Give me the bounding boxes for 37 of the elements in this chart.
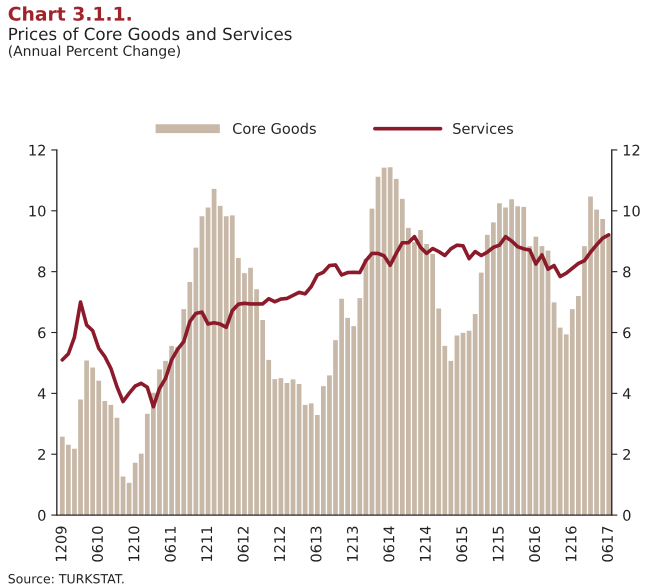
y-tick-label: 6 xyxy=(38,327,46,338)
y-tick-label: 10 xyxy=(29,206,46,217)
y-tick-label: 2 xyxy=(38,448,45,460)
x-tick-label: 1214 xyxy=(420,526,431,562)
y2-tick-label: 4 xyxy=(622,388,631,399)
y-tick-label: 8 xyxy=(38,266,46,278)
source-note: Source: TURKSTAT. xyxy=(8,574,124,584)
x-tick-label: 1216 xyxy=(566,526,577,562)
y2-tick-label: 10 xyxy=(624,206,640,217)
x-tick-label: 1209 xyxy=(56,526,67,562)
legend-label: Services xyxy=(453,122,513,134)
x-tick-label: 0617 xyxy=(602,526,613,562)
y2-tick-label: 2 xyxy=(623,448,630,460)
x-tick-label: 1212 xyxy=(274,526,285,562)
x-tick-label: 0616 xyxy=(529,526,540,562)
x-tick-label: 0612 xyxy=(238,526,249,562)
y-tick-label: 0 xyxy=(38,510,46,521)
x-tick-label: 1215 xyxy=(492,526,504,562)
x-tick-label: 0613 xyxy=(310,526,322,562)
chart-title: Chart 3.1.1. xyxy=(8,6,131,21)
chart-subtitle: Prices of Core Goods and Services xyxy=(9,27,292,40)
x-tick-label: 1210 xyxy=(128,526,140,562)
text: (Annual Percent Change) xyxy=(8,45,180,59)
x-tick-label: 1213 xyxy=(346,526,358,562)
legend-label: Core Goods xyxy=(233,122,316,134)
y-tick-label: 12 xyxy=(29,144,45,156)
y2-tick-label: 0 xyxy=(623,510,630,521)
x-tick-label: 0615 xyxy=(456,526,468,562)
y2-tick-label: 12 xyxy=(624,144,640,156)
line-series xyxy=(60,233,611,409)
y2-tick-label: 8 xyxy=(623,266,630,278)
x-tick-label: 0614 xyxy=(383,526,394,562)
x-tick-label: 0610 xyxy=(92,526,103,562)
y2-tick-label: 6 xyxy=(623,327,631,338)
x-tick-label: 0611 xyxy=(164,526,176,562)
y-tick-label: 4 xyxy=(38,388,46,399)
x-tick-label: 1211 xyxy=(201,526,212,562)
